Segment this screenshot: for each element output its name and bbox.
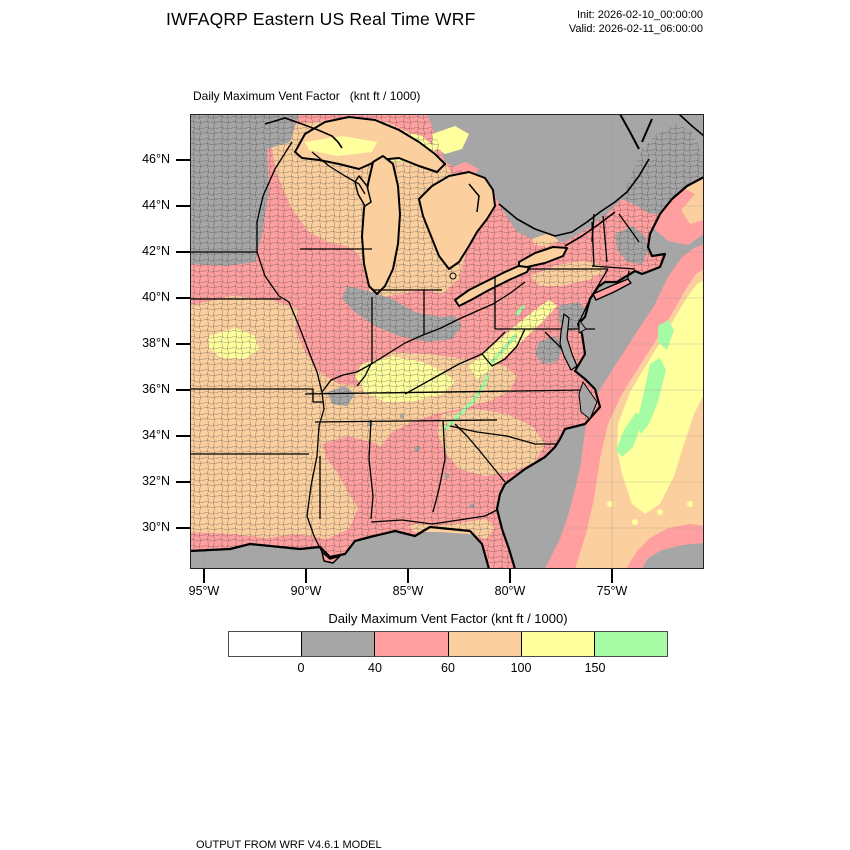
- colorbar-tick-label: 0: [297, 661, 305, 675]
- colorbar-segment-40-60: [374, 632, 448, 656]
- lat-tick-label: 38°N: [142, 336, 170, 350]
- delaware-bay: [578, 319, 587, 334]
- colorbar-tick-label: 100: [510, 661, 532, 675]
- lake-michigan: [361, 155, 401, 295]
- footer-model-line: OUTPUT FROM WRF V4.6.1 MODEL: [196, 839, 382, 850]
- lon-tick-mark: [611, 569, 613, 583]
- lat-tick-mark: [176, 435, 190, 437]
- lat-tick-label: 42°N: [142, 244, 170, 258]
- st-lawrence-estuary: [619, 114, 653, 150]
- colorbar-segment-0-40: [301, 632, 375, 656]
- lon-tick-label: 85°W: [392, 584, 424, 598]
- georgian-bay: [468, 183, 480, 213]
- colorbar-tick-label: 60: [441, 661, 455, 675]
- lat-tick-label: 36°N: [142, 382, 170, 396]
- colorbar-segment-60-100: [447, 632, 521, 656]
- lat-tick-mark: [176, 297, 190, 299]
- lon-tick-label: 80°W: [494, 584, 526, 598]
- lat-tick-label: 34°N: [142, 428, 170, 442]
- lake-ontario: [518, 246, 568, 268]
- bays-islands: [321, 278, 632, 564]
- init-timestamp: Init: 2026-02-10_00:00:00: [577, 9, 703, 21]
- chesapeake-bay: [559, 313, 578, 371]
- lake-st-clair: [449, 272, 457, 280]
- timestamps: Init: 2026-02-10_00:00:00 Valid: 2026-02…: [569, 9, 703, 36]
- canada-borders: [498, 114, 704, 247]
- lake-huron: [418, 171, 496, 270]
- colorbar-tick-label: 40: [368, 661, 382, 675]
- field-subtitle: Daily Maximum Vent Factor (knt ft / 1000…: [193, 89, 421, 103]
- map-canvas: [190, 114, 704, 569]
- ohio-river: [321, 281, 526, 393]
- lon-tick-mark: [203, 569, 205, 583]
- lat-tick-mark: [176, 527, 190, 529]
- st-lawrence-river: [564, 211, 616, 247]
- lat-tick-label: 46°N: [142, 152, 170, 166]
- lon-tick-mark: [305, 569, 307, 583]
- lat-tick-mark: [176, 205, 190, 207]
- long-island: [592, 278, 632, 301]
- lat-tick-label: 44°N: [142, 198, 170, 212]
- wrf-map-svg: [190, 114, 704, 569]
- ocean-fill: [545, 167, 704, 569]
- lat-tick-mark: [176, 159, 190, 161]
- footer: OUTPUT FROM WRF V4.6.1 MODEL WE = 310 ; …: [196, 810, 629, 850]
- colorbar: [228, 631, 668, 657]
- lon-tick-mark: [509, 569, 511, 583]
- lon-tick-mark: [407, 569, 409, 583]
- gulf-coast: [190, 525, 491, 569]
- lon-tick-label: 75°W: [596, 584, 628, 598]
- lon-tick-label: 90°W: [290, 584, 322, 598]
- pamlico-sound: [578, 381, 598, 420]
- mississippi-river: [256, 141, 325, 553]
- lat-tick-mark: [176, 343, 190, 345]
- colorbar-tick-label: 150: [584, 661, 606, 675]
- lat-tick-label: 30°N: [142, 520, 170, 534]
- plot-title: IWFAQRP Eastern US Real Time WRF: [166, 9, 476, 29]
- valid-timestamp: Valid: 2026-02-11_06:00:00: [568, 22, 703, 35]
- legend-title: Daily Maximum Vent Factor (knt ft / 1000…: [328, 611, 568, 626]
- lat-tick-mark: [176, 389, 190, 391]
- lon-tick-label: 95°W: [188, 584, 220, 598]
- lat-tick-mark: [176, 481, 190, 483]
- lat-tick-mark: [176, 251, 190, 253]
- ottawa-river: [498, 158, 650, 237]
- colorbar-segment-above-150: [593, 632, 668, 656]
- colorbar-segment-100-150: [520, 632, 594, 656]
- lat-tick-label: 32°N: [142, 474, 170, 488]
- map-frame: [190, 114, 704, 569]
- great-lakes: [294, 116, 595, 307]
- county-texture: [190, 114, 704, 569]
- colorbar-segment-below-0: [229, 632, 302, 656]
- lat-tick-label: 40°N: [142, 290, 170, 304]
- mississippi-delta: [321, 551, 341, 564]
